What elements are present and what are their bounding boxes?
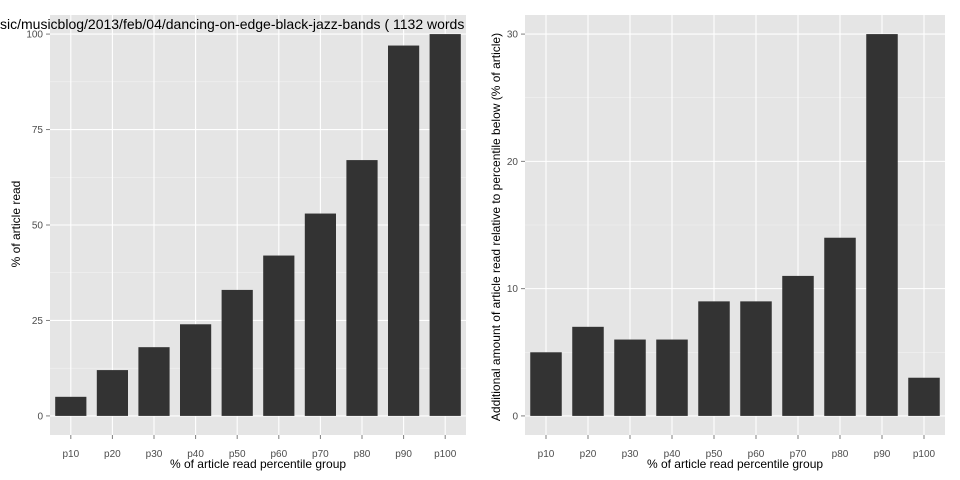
y-tick-label: 20 xyxy=(507,157,519,168)
bar-p60 xyxy=(740,301,772,416)
bar-p40 xyxy=(180,324,212,416)
x-tick-label: p10 xyxy=(62,449,79,460)
x-tick-label: p20 xyxy=(104,449,121,460)
y-tick-label: 50 xyxy=(32,221,44,232)
x-tick-label: p40 xyxy=(664,449,681,460)
bar-p30 xyxy=(138,347,170,416)
x-tick-label: p30 xyxy=(146,449,163,460)
x-axis-title: % of article read percentile group xyxy=(647,457,823,471)
bar-p30 xyxy=(614,339,646,416)
y-tick-label: 75 xyxy=(32,125,44,136)
x-tick-label: p80 xyxy=(354,449,371,460)
chart-right-additional-read: 0 10 20 30 p10 p20 p30 p40 p50 p60 p70 p80 p90 p100 % … xyxy=(489,15,945,471)
x-tick-label: p10 xyxy=(538,449,555,460)
bar-p60 xyxy=(263,255,295,416)
x-tick-label: p100 xyxy=(913,449,936,460)
y-tick-label: 10 xyxy=(507,284,519,295)
x-tick-label: p20 xyxy=(580,449,597,460)
bar-p20 xyxy=(572,326,604,416)
chart-left-reading-percentile: 0 25 50 75 100 p10 p20 p30 p40 p50 p60 p70 p80 p90 p10… xyxy=(0,15,466,471)
x-tick-label: p90 xyxy=(874,449,891,460)
chart-title: sic/musicblog/2013/feb/04/dancing-on-edg… xyxy=(0,16,464,32)
y-tick-label: 100 xyxy=(26,30,43,41)
y-axis-title: Additional amount of article read relati… xyxy=(489,33,503,421)
x-tick-label: p60 xyxy=(270,449,287,460)
bar-p20 xyxy=(96,370,128,416)
bar-p100 xyxy=(908,377,940,416)
x-tick-label: p40 xyxy=(187,449,204,460)
bar-p90 xyxy=(866,34,898,416)
bar-p10 xyxy=(55,396,87,416)
x-tick-label: p70 xyxy=(312,449,329,460)
y-tick-label: 30 xyxy=(507,30,519,41)
x-tick-label: p100 xyxy=(434,449,457,460)
y-tick-label: 25 xyxy=(32,316,44,327)
x-tick-label: p60 xyxy=(748,449,765,460)
bar-p80 xyxy=(824,237,856,416)
bar-p50 xyxy=(698,301,730,416)
bar-p80 xyxy=(346,160,378,416)
y-axis-title: % of article read xyxy=(9,181,23,268)
bar-p100 xyxy=(429,34,461,416)
x-tick-label: p50 xyxy=(706,449,723,460)
x-tick-label: p30 xyxy=(622,449,639,460)
y-tick-label: 0 xyxy=(37,411,43,422)
x-tick-label: p70 xyxy=(790,449,807,460)
bar-p70 xyxy=(782,275,814,416)
x-tick-label: p80 xyxy=(832,449,849,460)
x-tick-label: p50 xyxy=(229,449,246,460)
bar-p90 xyxy=(388,45,420,416)
bar-p70 xyxy=(304,213,336,416)
x-axis-title: % of article read percentile group xyxy=(170,457,346,471)
x-tick-label: p90 xyxy=(395,449,412,460)
bar-p40 xyxy=(656,339,688,416)
y-tick-label: 0 xyxy=(512,411,518,422)
bar-p50 xyxy=(221,289,253,416)
bar-p10 xyxy=(530,352,562,416)
